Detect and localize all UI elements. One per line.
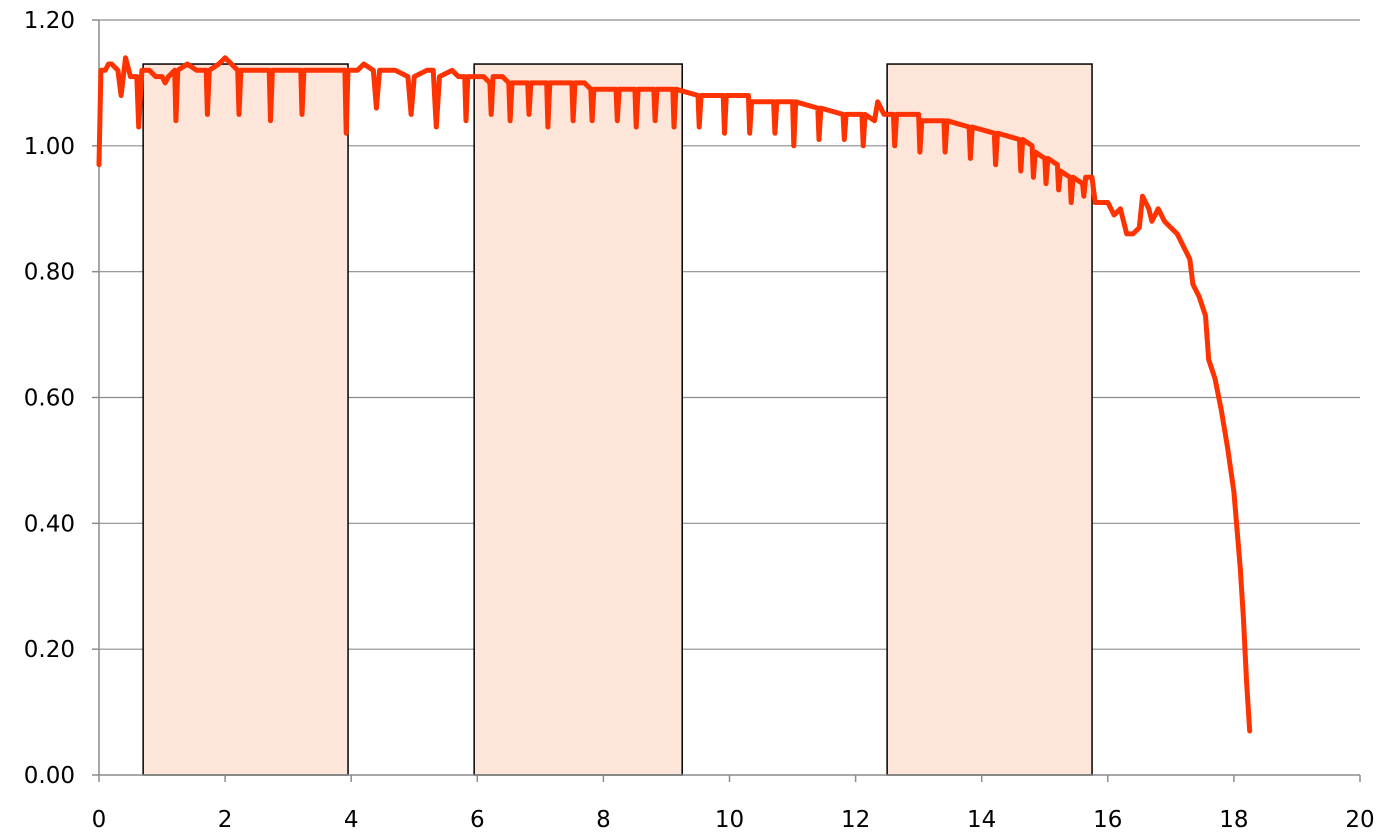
y-tick-label: 0.80 bbox=[24, 260, 75, 286]
x-tick-label: 12 bbox=[841, 807, 870, 833]
y-tick-label: 0.00 bbox=[24, 763, 75, 789]
x-tick-label: 8 bbox=[596, 807, 611, 833]
x-tick-label: 18 bbox=[1219, 807, 1248, 833]
shaded-bands bbox=[142, 63, 1093, 776]
x-tick-label: 4 bbox=[344, 807, 359, 833]
tick-labels: 0.00 0.20 0.40 0.60 0.80 1.00 1.20 0 2 4 6 8 10 12 14 1… bbox=[24, 8, 1375, 833]
x-tick-label: 10 bbox=[715, 807, 744, 833]
series-line bbox=[96, 55, 1253, 734]
shaded-band bbox=[473, 63, 683, 776]
x-tick-label: 20 bbox=[1345, 807, 1374, 833]
shaded-band bbox=[142, 63, 349, 776]
series-layer bbox=[96, 55, 1253, 734]
y-tick-label: 0.20 bbox=[24, 637, 75, 663]
x-tick-label: 14 bbox=[967, 807, 996, 833]
x-tick-label: 6 bbox=[470, 807, 485, 833]
x-tick-label: 2 bbox=[218, 807, 233, 833]
x-tick-label: 0 bbox=[92, 807, 107, 833]
y-tick-label: 0.40 bbox=[24, 511, 75, 537]
y-tick-label: 0.60 bbox=[24, 386, 75, 412]
x-tick-label: 16 bbox=[1093, 807, 1122, 833]
y-tick-label: 1.00 bbox=[24, 134, 75, 160]
y-tick-label: 1.20 bbox=[24, 8, 75, 34]
